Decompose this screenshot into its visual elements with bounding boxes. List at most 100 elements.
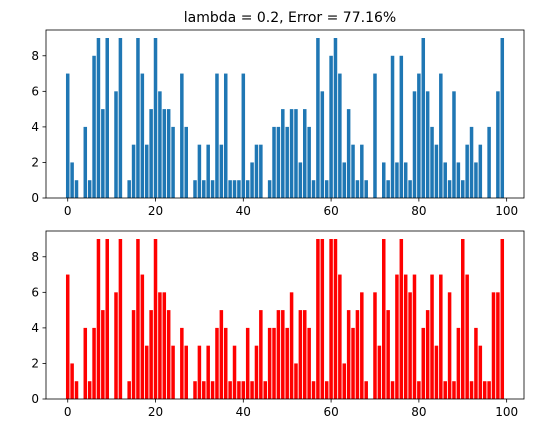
bar (206, 144, 210, 198)
bar (360, 144, 364, 198)
bar (254, 144, 259, 198)
bar (294, 109, 298, 198)
bar (289, 292, 294, 399)
x-tick-label: 60 (323, 204, 338, 218)
bar (355, 310, 360, 399)
bar (456, 162, 461, 198)
bar (500, 38, 505, 198)
bar (342, 162, 347, 198)
x-tick-label: 100 (495, 204, 518, 218)
bar (447, 292, 452, 399)
bar (83, 126, 88, 198)
x-tick-label: 100 (495, 405, 518, 419)
bar (202, 381, 206, 399)
bar (439, 73, 443, 198)
bar (281, 310, 285, 399)
bar (346, 109, 351, 198)
bar (434, 144, 439, 198)
bar (408, 292, 412, 399)
bar (452, 381, 456, 399)
bar (456, 327, 461, 399)
bar (118, 38, 123, 198)
bar (237, 180, 241, 198)
bar (206, 345, 210, 399)
bar (496, 292, 500, 399)
bar (311, 180, 316, 198)
bar (197, 345, 202, 399)
bar (276, 126, 281, 198)
bar (338, 274, 342, 399)
bar (127, 180, 131, 198)
bar (386, 310, 390, 399)
bar (395, 274, 399, 399)
bar (171, 126, 175, 198)
bar (144, 345, 149, 399)
bar (184, 345, 188, 399)
bar (158, 292, 162, 399)
bar (496, 91, 500, 198)
bar (329, 239, 333, 399)
y-tick-label: 8 (31, 49, 39, 63)
bar (390, 381, 395, 399)
bar (267, 180, 272, 198)
y-tick-label: 6 (31, 286, 39, 300)
bar (469, 381, 474, 399)
bar (149, 109, 153, 198)
bar (474, 327, 478, 399)
bar (338, 73, 342, 198)
bar (399, 239, 404, 399)
x-tick-label: 20 (148, 405, 163, 419)
bar (351, 144, 355, 198)
bar (311, 381, 316, 399)
bar (96, 38, 101, 198)
bar (162, 292, 167, 399)
bar (92, 327, 96, 399)
x-tick-label: 40 (236, 405, 251, 419)
bar (421, 38, 426, 198)
bar (382, 239, 386, 399)
bar (443, 381, 447, 399)
bar (87, 381, 92, 399)
bar (276, 310, 281, 399)
bar (215, 327, 219, 399)
bar (131, 144, 136, 198)
bottom-bar-chart: 0 20 40 60 80 100 0 2 4 6 8 (31, 230, 525, 419)
bar (487, 126, 491, 198)
y-tick-label: 2 (31, 156, 39, 170)
bar (447, 180, 452, 198)
bar (329, 55, 333, 198)
bar (346, 310, 351, 399)
bar (360, 292, 364, 399)
bar (403, 162, 408, 198)
bar (320, 91, 325, 198)
bar (491, 292, 496, 399)
bar (202, 180, 206, 198)
bar (140, 274, 145, 399)
bar (136, 239, 140, 399)
bar (232, 345, 237, 399)
bar (162, 109, 167, 198)
bar (114, 91, 118, 198)
bar (149, 310, 153, 399)
bar (399, 55, 404, 198)
bar (342, 363, 347, 399)
bar (245, 327, 250, 399)
bar (478, 144, 483, 198)
bar (65, 73, 70, 198)
bar (316, 38, 320, 198)
x-tick-label: 80 (411, 405, 426, 419)
bar (223, 73, 228, 198)
bar (469, 126, 474, 198)
bar (215, 73, 219, 198)
x-tick-label: 0 (64, 405, 72, 419)
bar (241, 73, 246, 198)
bar (140, 73, 145, 198)
chart-title: lambda = 0.2, Error = 77.16% (184, 10, 396, 26)
x-tick-label: 60 (323, 405, 338, 419)
bar (127, 381, 131, 399)
bar (180, 73, 184, 198)
bar (263, 381, 267, 399)
bar (105, 239, 109, 399)
top-bar-chart: 0 20 40 60 80 100 0 2 4 6 8 (31, 29, 525, 218)
bar (412, 91, 417, 198)
